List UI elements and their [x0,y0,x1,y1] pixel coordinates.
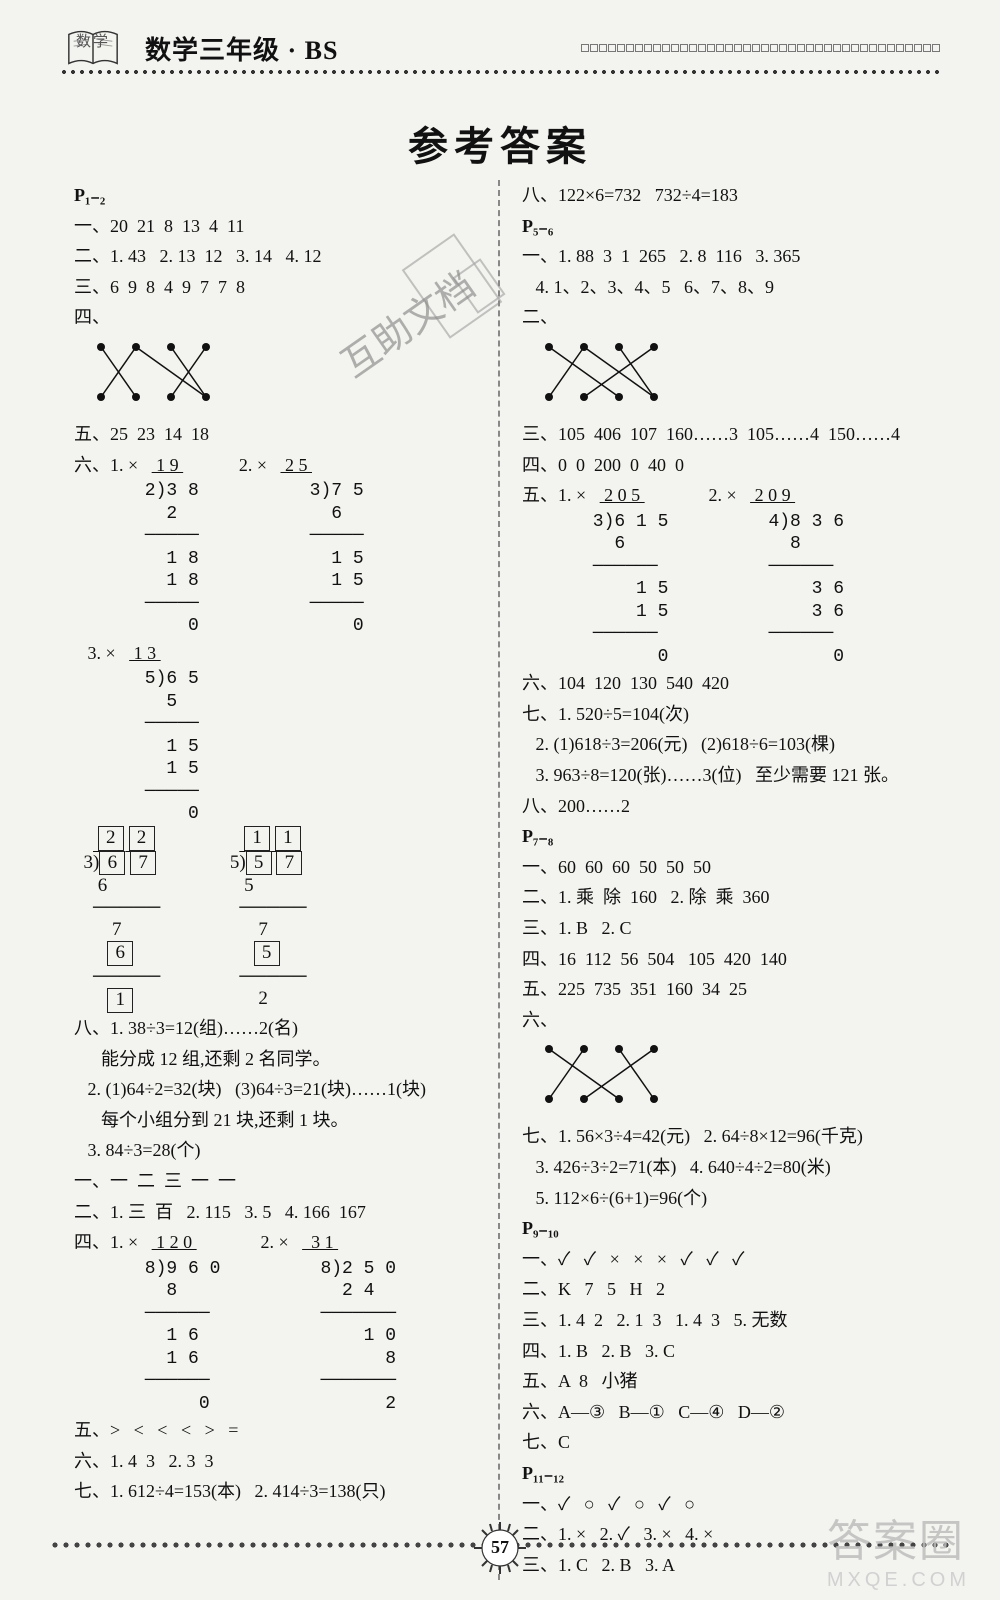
dots-top [60,68,940,78]
answer-line: 3. × 1 3 [74,638,482,669]
subject-tag: 数学 [74,34,112,51]
answer-line: 每个小组分到 21 块,还剩 1 块。 [74,1105,482,1136]
answer-line: 2. (1)64÷2=32(块) (3)64÷3=21(块)……1(块) [74,1074,482,1105]
answer-line: 2. × 2 5 [239,450,364,481]
answer-line: 四、0 0 200 0 40 0 [522,450,926,481]
answer-line: 一、✓ ○ ✓ ○ ✓ ○ [522,1489,926,1520]
boxed-division-pair: 2 2 3)6 7 6 ───── 7 6 ───── 1 1 1 5)5 7 [74,826,482,1013]
long-division: 5)6 5 5 ───── 1 5 1 5 ───── 0 [80,668,482,826]
answer-line: 五、1. × 2 0 5 [522,480,668,511]
answer-line: 二、1. 乘 除 160 2. 除 乘 360 [522,882,926,913]
answer-line: 四、1. B 2. B 3. C [522,1336,926,1367]
left-column: P₁₋₂ 一、20 21 8 13 4 11 二、1. 43 2. 13 12 … [62,180,500,1580]
answer-line: 五、25 23 14 18 [74,419,482,450]
long-division: 8)9 6 0 8 ────── 1 6 1 6 ────── 0 [80,1258,220,1416]
answer-line: 三、1. B 2. C [522,913,926,944]
answer-line: 二、1. 三 百 2. 115 3. 5 4. 166 167 [74,1197,482,1228]
answer-line: 4. 1、2、3、4、5 6、7、8、9 [522,272,926,303]
answer-line: 3. 426÷3÷2=71(本) 4. 640÷4÷2=80(米) [522,1152,926,1183]
page-header: 数学 数学三年级 · BS [0,0,1000,114]
long-division: 4)8 3 6 8 ────── 3 6 3 6 ────── 0 [714,511,844,669]
matching-diagram [534,1039,926,1115]
answer-line: 四、16 112 56 504 105 420 140 [522,944,926,975]
long-division: 3)6 1 5 6 ────── 1 5 1 5 ────── 0 [528,511,668,669]
answer-line: 五、225 735 351 160 34 25 [522,974,926,1005]
answer-line: 七、1. 56×3÷4=42(元) 2. 64÷8×12=96(千克) [522,1121,926,1152]
section-heading: P₇₋₈ [522,821,926,852]
header-title: 数学三年级 · BS [145,30,338,67]
boxed-division: 1 1 5)5 7 5 ───── 7 5 ───── 2 [220,826,306,1013]
section-heading: P₁₁₋₁₂ [522,1458,926,1489]
answer-line: 五、> < < < > = [74,1415,482,1446]
answer-line: 三、1. 4 2 2. 1 3 1. 4 3 5. 无数 [522,1305,926,1336]
answer-line: 二、K 7 5 H 2 [522,1274,926,1305]
answer-line: 3. 963÷8=120(张)……3(位) 至少需要 121 张。 [522,760,926,791]
answer-line: 一、一 二 三 一 一 [74,1166,482,1197]
section-heading: P₉₋₁₀ [522,1213,926,1244]
answer-line: 七、C [522,1427,926,1458]
main-title: 参考答案 [0,114,1000,172]
answer-line: 六、A—③ B—① C—④ D—② [522,1397,926,1428]
answer-line: 一、✓ ✓ × × × ✓ ✓ ✓ [522,1244,926,1275]
answer-line: 六、104 120 130 540 420 [522,668,926,699]
answer-line: 七、1. 520÷5=104(次) [522,699,926,730]
decorative-squares [581,44,940,56]
matching-diagram [86,337,482,413]
content-columns: P₁₋₂ 一、20 21 8 13 4 11 二、1. 43 2. 13 12 … [0,172,1000,1600]
answer-line: 3. 84÷3=28(个) [74,1135,482,1166]
section-heading: P₁₋₂ [74,180,482,211]
answer-line: 四、1. × 1 2 0 [74,1227,220,1258]
right-column: 八、122×6=732 732÷4=183 P₅₋₆ 一、1. 88 3 1 2… [500,180,938,1580]
answer-line: 5. 112×6÷(6+1)=96(个) [522,1183,926,1214]
answer-line: 2. × 2 0 9 [708,480,844,511]
page-number: 57 [470,1528,530,1568]
answer-line: 二、 [522,302,926,333]
answer-line: 六、1. × 1 9 [74,450,199,481]
answer-line: 六、 [522,1005,926,1036]
answer-line: 一、60 60 60 50 50 50 [522,852,926,883]
answer-line: 五、A 8 小猪 [522,1366,926,1397]
answer-line: 2. × 3 1 [260,1227,396,1258]
long-division: 8)2 5 0 2 4 ─────── 1 0 8 ─────── 2 [266,1258,396,1416]
column-divider [498,180,500,1580]
answer-line: 三、1. C 2. B 3. A [522,1550,926,1581]
answer-line: 能分成 12 组,还剩 2 名同学。 [74,1044,482,1075]
long-division: 3)7 5 6 ───── 1 5 1 5 ───── 0 [245,480,364,638]
answer-line: 八、1. 38÷3=12(组)……2(名) [74,1013,482,1044]
section-heading: P₅₋₆ [522,211,926,242]
long-division: 2)3 8 2 ───── 1 8 1 8 ───── 0 [80,480,199,638]
answer-line: 一、20 21 8 13 4 11 [74,211,482,242]
answer-line: 八、122×6=732 732÷4=183 [522,180,926,211]
page: 数学 数学三年级 · BS 互助文档 参考答案 P₁₋₂ 一、20 21 8 1… [0,0,1000,1600]
answer-line: 一、1. 88 3 1 265 2. 8 116 3. 365 [522,241,926,272]
answer-line: 八、200……2 [522,791,926,822]
answer-line: 三、105 406 107 160……3 105……4 150……4 [522,419,926,450]
matching-diagram [534,337,926,413]
boxed-division: 2 2 3)6 7 6 ───── 7 6 ───── 1 [74,826,160,1013]
page-number-text: 57 [491,1537,509,1557]
answer-line: 六、1. 4 3 2. 3 3 [74,1446,482,1477]
answer-line: 2. (1)618÷3=206(元) (2)618÷6=103(棵) [522,729,926,760]
answer-line: 七、1. 612÷4=153(本) 2. 414÷3=138(只) [74,1476,482,1507]
